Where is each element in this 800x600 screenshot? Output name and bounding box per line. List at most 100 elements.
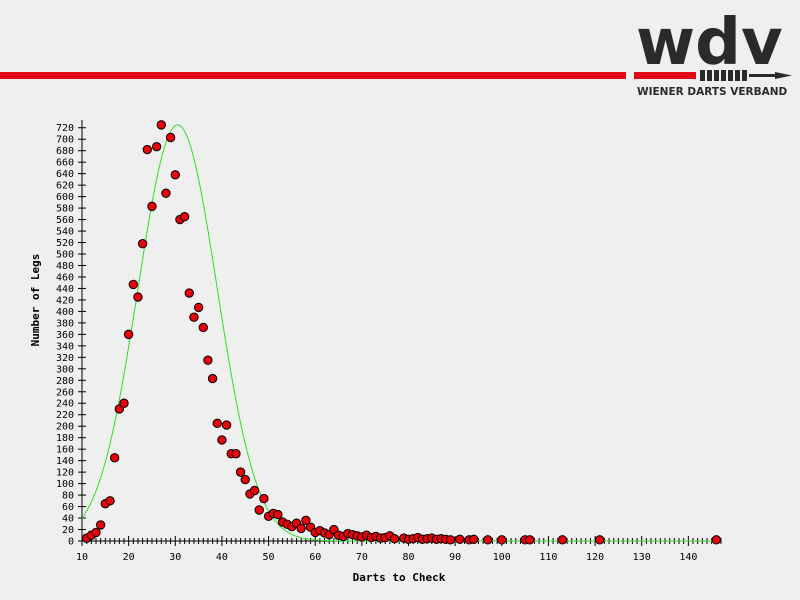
y-tick-label: 580 [56,204,74,215]
y-tick-label: 400 [56,307,74,318]
data-point [254,505,264,515]
data-point [142,144,152,155]
data-point [445,535,456,545]
y-tick-label: 560 [56,215,74,226]
data-point [483,535,493,545]
data-point [137,238,148,249]
data-point [156,120,166,130]
y-tick-label: 340 [56,341,74,352]
y-tick-label: 100 [56,479,74,490]
data-point [212,418,222,429]
data-point [119,398,129,408]
y-tick-label: 200 [56,422,74,433]
data-point [207,373,218,384]
data-point [147,201,157,212]
y-tick-label: 420 [56,295,74,306]
data-point [469,534,479,544]
y-tick-label: 500 [56,250,74,261]
y-tick-label: 60 [62,502,74,513]
data-point [105,496,115,506]
data-point [165,132,176,143]
y-tick-label: 40 [62,514,74,525]
y-tick-label: 600 [56,192,74,203]
data-point [189,312,199,322]
data-point [123,329,134,340]
x-axis-title: Darts to Check [353,571,446,584]
data-point [557,535,568,545]
y-tick-label: 320 [56,353,74,364]
data-point [151,141,162,152]
data-points [81,120,722,545]
y-tick-label: 160 [56,445,74,456]
y-tick-label: 720 [56,123,74,134]
data-point [235,467,246,477]
data-point [249,485,260,496]
data-point [91,527,101,538]
y-tick-label: 260 [56,387,74,398]
x-tick-label: 80 [402,552,414,563]
y-tick-label: 380 [56,318,74,329]
data-point [240,474,250,485]
y-tick-label: 300 [56,364,74,375]
data-point [109,453,120,463]
data-point [259,493,269,504]
data-point [184,288,194,298]
data-point [203,355,213,365]
data-point [179,212,190,222]
x-tick-label: 130 [633,552,651,563]
logo-wordmark: wdv [636,6,783,80]
data-point [455,534,465,544]
y-tick-label: 680 [56,146,74,157]
x-tick-label: 100 [493,552,511,563]
data-point [95,520,106,530]
data-point [133,292,143,302]
data-point [193,302,204,313]
data-point [273,509,283,520]
y-tick-label: 460 [56,272,74,283]
y-tick-label: 700 [56,135,74,146]
x-tick-label: 10 [76,552,88,563]
y-tick-label: 660 [56,158,74,169]
data-point [595,535,605,545]
y-tick-label: 140 [56,456,74,467]
dart-icon [634,70,792,81]
y-tick-label: 620 [56,181,74,192]
x-tick-label: 70 [356,552,368,563]
data-point [217,435,227,445]
x-tick-label: 50 [263,552,275,563]
y-tick-label: 540 [56,227,74,238]
data-point [389,534,400,544]
x-tick-label: 40 [216,552,228,563]
y-tick-label: 520 [56,238,74,249]
x-tick-label: 140 [679,552,697,563]
x-tick-label: 120 [586,552,604,563]
y-tick-label: 360 [56,330,74,341]
y-axis: 0204060801001201401601802002202402602803… [56,120,86,548]
y-tick-label: 220 [56,410,74,421]
wdv-logo: wdv WIENER DARTS VERBAND [634,6,792,98]
fit-curve [81,124,721,542]
y-tick-label: 180 [56,433,74,444]
data-point [198,322,208,333]
y-tick-label: 280 [56,376,74,387]
data-point [128,279,139,290]
data-point [170,170,180,180]
y-tick-label: 20 [62,525,74,536]
y-tick-label: 120 [56,468,74,479]
y-tick-label: 480 [56,261,74,272]
data-point [221,420,232,430]
data-point [296,523,306,534]
header-accent-bar [0,72,626,79]
data-point [231,449,241,459]
y-tick-label: 640 [56,169,74,180]
x-tick-label: 90 [449,552,461,563]
y-tick-label: 0 [68,537,74,548]
logo-tagline: WIENER DARTS VERBAND [637,86,787,98]
y-tick-label: 440 [56,284,74,295]
data-point [525,535,535,545]
y-tick-label: 80 [62,491,74,502]
x-tick-label: 110 [539,552,557,563]
y-axis-title: Number of Legs [29,254,42,347]
data-point [301,515,311,526]
